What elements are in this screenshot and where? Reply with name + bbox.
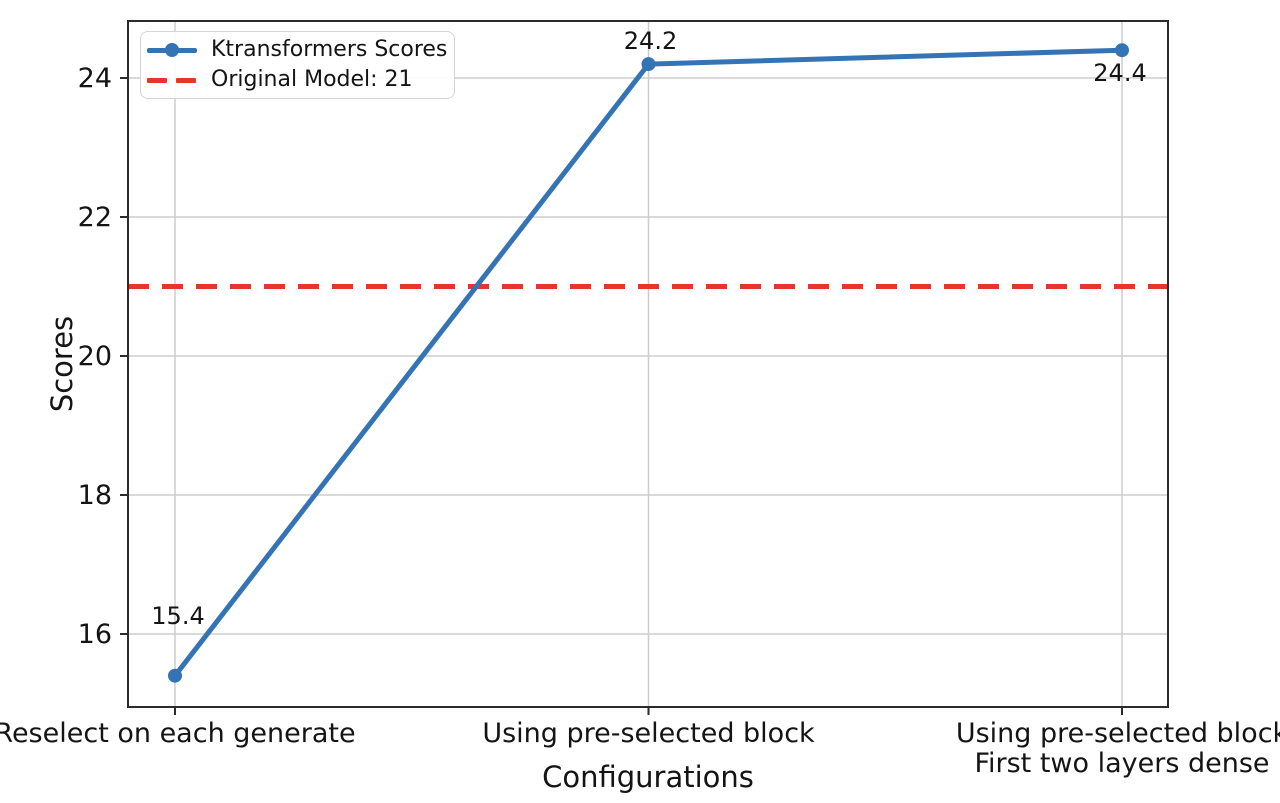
x-tick-label: Reselect on each generate <box>0 718 356 749</box>
data-point-marker <box>641 57 656 72</box>
y-tick-label: 24 <box>77 63 112 94</box>
legend-label-reference: Original Model: 21 <box>211 67 413 93</box>
data-point-label: 24.4 <box>1093 59 1147 88</box>
y-axis-label: Scores <box>45 315 79 413</box>
legend-line-marker-icon <box>147 42 197 57</box>
data-point-label: 15.4 <box>151 601 205 630</box>
data-point-marker <box>1115 43 1129 58</box>
legend: Ktransformers Scores Original Model: 21 <box>140 31 455 99</box>
data-point-label: 24.2 <box>623 27 678 56</box>
y-tick-label: 18 <box>77 480 112 511</box>
plot-border <box>127 20 1169 708</box>
legend-dashed-line-icon <box>147 73 197 87</box>
y-tick-label: 16 <box>77 619 112 650</box>
legend-item-original-model: Original Model: 21 <box>147 65 448 95</box>
legend-item-ktransformers: Ktransformers Scores <box>147 35 448 65</box>
y-tick-label: 22 <box>77 202 112 233</box>
x-tick-label: Using pre-selected block First two layers… <box>955 718 1280 779</box>
x-tick-label: Using pre-selected block <box>482 718 815 749</box>
x-axis-label: Configurations <box>542 760 754 794</box>
y-tick-label: 20 <box>77 341 112 372</box>
data-point-marker <box>168 668 182 683</box>
legend-label-series: Ktransformers Scores <box>211 36 448 62</box>
